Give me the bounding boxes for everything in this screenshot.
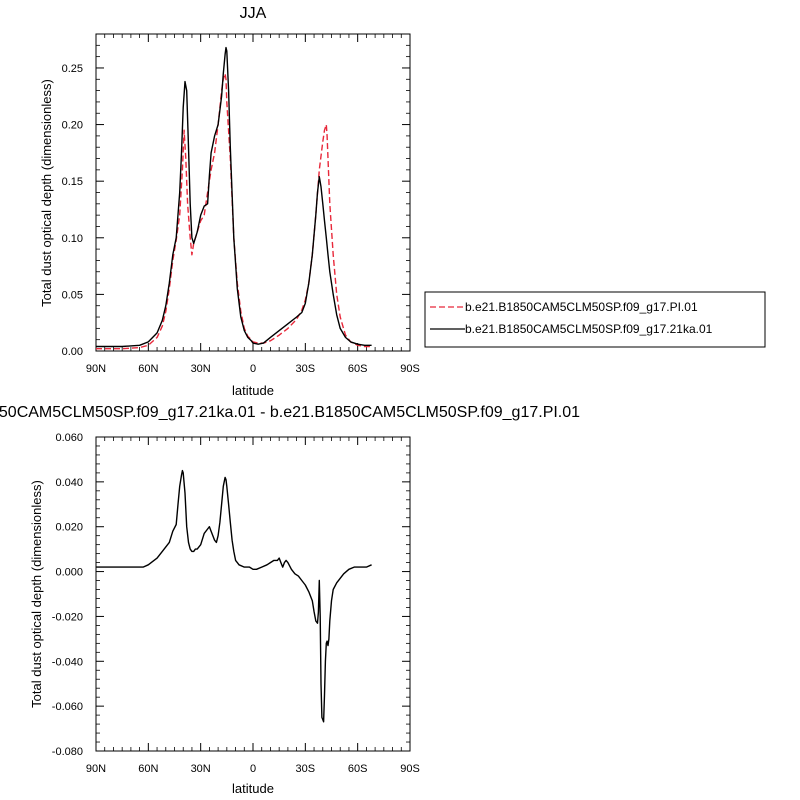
legend-box	[424, 291, 766, 348]
legend: b.e21.B1850CAM5CLM50SP.f09_g17.PI.01 b.e…	[424, 291, 766, 348]
x-tick-label: 0	[250, 763, 256, 775]
x-tick-label: 90S	[400, 363, 420, 375]
x-tick-label: 90N	[86, 363, 106, 375]
legend-label-21ka: b.e21.B1850CAM5CLM50SP.f09_g17.21ka.01	[465, 322, 713, 336]
x-axis-label: latitude	[232, 383, 274, 398]
top-chart: JJA latitude Total dust optical depth (d…	[39, 5, 420, 398]
y-tick-label: 0.15	[62, 176, 83, 188]
y-tick-label: 0.25	[62, 63, 83, 75]
y-tick-label: 0.040	[55, 477, 83, 489]
bottom-chart: b.e21.B1850CAM5CLM50SP.f09_g17.21ka.01 -…	[0, 404, 580, 796]
x-tick-label: 60N	[138, 763, 158, 775]
y-tick-label: 0.020	[55, 522, 83, 534]
series-line-1	[96, 46, 372, 348]
x-tick-label: 60N	[138, 363, 158, 375]
x-tick-label: 30S	[296, 363, 316, 375]
chart-title: JJA	[240, 5, 267, 22]
y-tick-label: 0.10	[62, 233, 83, 245]
x-tick-label: 90S	[400, 763, 420, 775]
y-tick-label: 0.000	[55, 567, 83, 579]
x-tick-label: 60S	[348, 363, 368, 375]
legend-label-pi: b.e21.B1850CAM5CLM50SP.f09_g17.PI.01	[465, 300, 698, 314]
x-axis-label: latitude	[232, 781, 274, 796]
y-tick-label: -0.020	[52, 611, 83, 623]
x-tick-label: 0	[250, 363, 256, 375]
x-tick-label: 90N	[86, 763, 106, 775]
y-tick-label: -0.040	[52, 656, 83, 668]
y-tick-label: 0.060	[55, 432, 83, 444]
x-tick-label: 30N	[191, 363, 211, 375]
plot-frame	[95, 436, 411, 752]
y-tick-label: -0.060	[52, 701, 83, 713]
y-axis-label: Total dust optical depth (dimensionless)	[39, 79, 54, 307]
x-tick-label: 60S	[348, 763, 368, 775]
series-line-0	[96, 469, 372, 723]
x-tick-label: 30N	[191, 763, 211, 775]
y-tick-label: 0.20	[62, 120, 83, 132]
y-tick-label: 0.05	[62, 289, 83, 301]
plot-frame	[95, 33, 411, 352]
y-axis-label: Total dust optical depth (dimensionless)	[29, 480, 44, 708]
y-tick-label: 0.00	[62, 346, 83, 358]
y-tick-label: -0.080	[52, 746, 83, 758]
chart-title: b.e21.B1850CAM5CLM50SP.f09_g17.21ka.01 -…	[0, 404, 580, 421]
series-line-0	[96, 72, 372, 350]
x-tick-label: 30S	[296, 763, 316, 775]
